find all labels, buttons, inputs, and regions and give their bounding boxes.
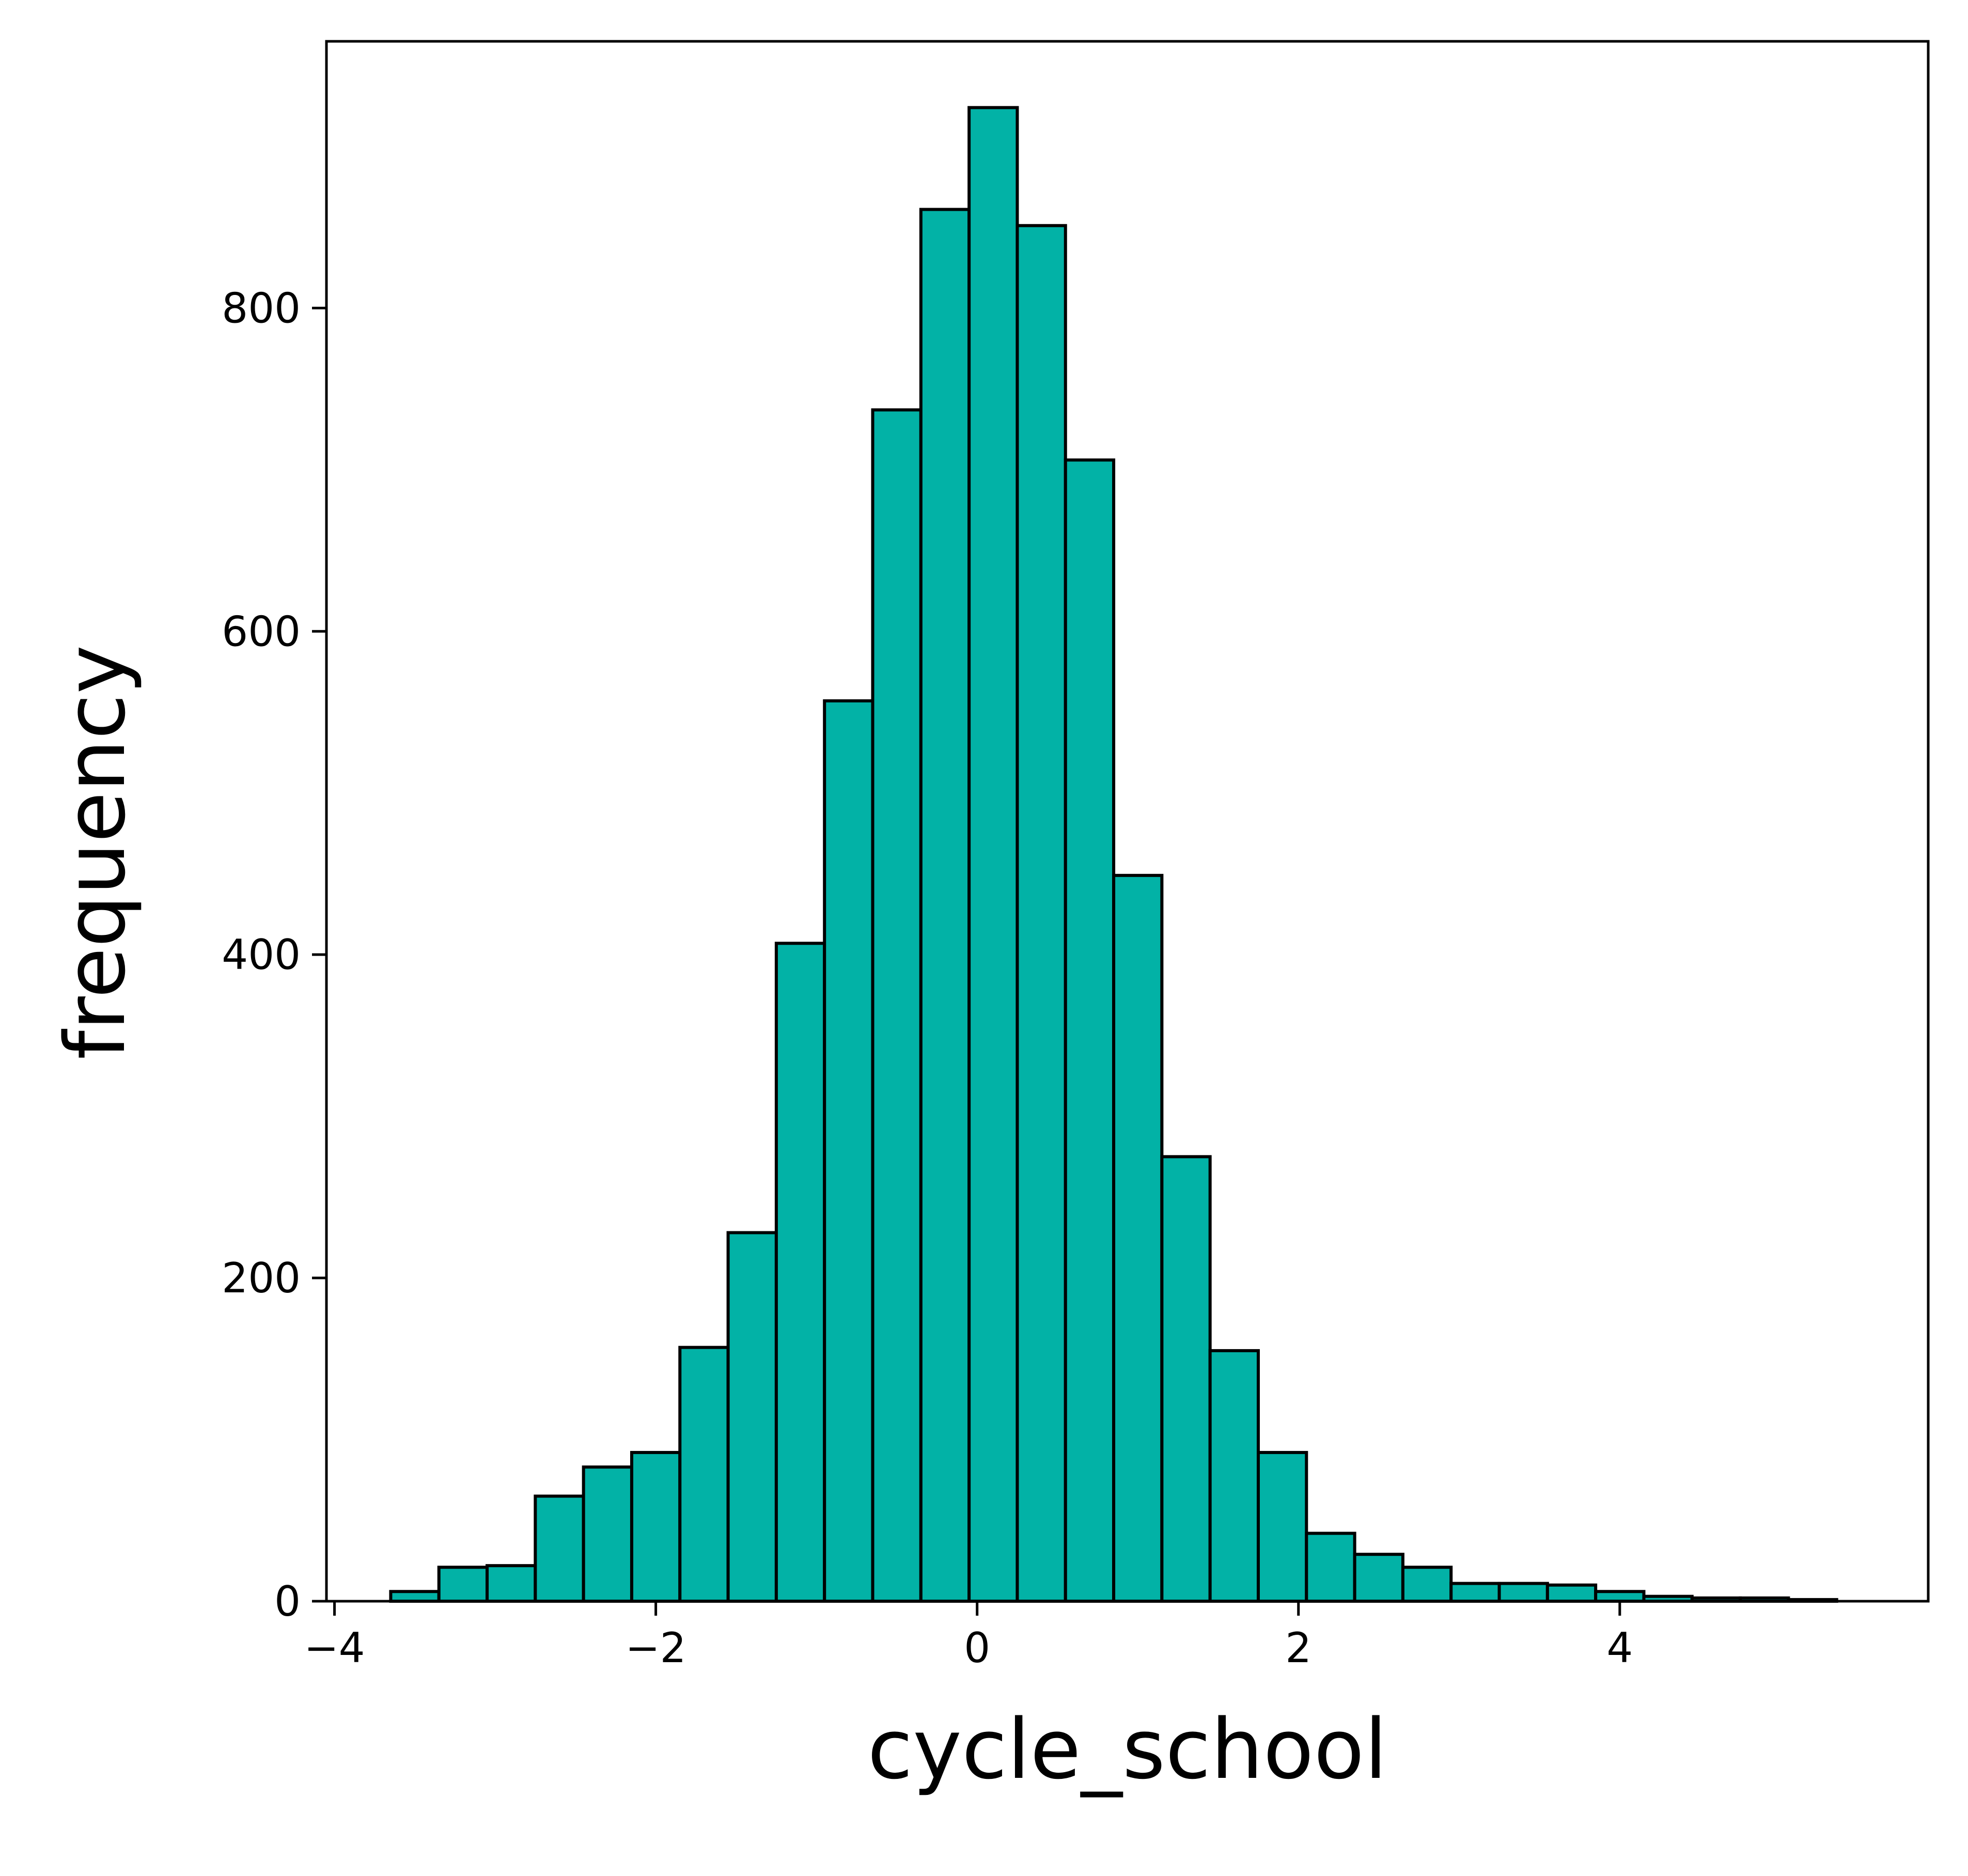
histogram-bar bbox=[486, 1564, 537, 1603]
y-axis-ticks: 0 200 400 600 800 bbox=[222, 284, 326, 1625]
y-tick-label: 600 bbox=[222, 607, 301, 655]
x-axis-ticks: −4 −2 0 2 4 bbox=[304, 1601, 1633, 1672]
histogram-bar bbox=[582, 1465, 633, 1603]
histogram-bar bbox=[823, 699, 874, 1603]
histogram-bar bbox=[1256, 1451, 1308, 1603]
histogram-bar bbox=[774, 942, 826, 1603]
histogram-bar bbox=[630, 1451, 682, 1603]
histogram-bar bbox=[1353, 1553, 1404, 1603]
x-tick-label: −2 bbox=[626, 1624, 686, 1672]
histogram-bar bbox=[726, 1231, 778, 1603]
histogram-bar bbox=[1594, 1590, 1646, 1603]
histogram-bar bbox=[1160, 1155, 1212, 1603]
histogram-bar bbox=[967, 106, 1019, 1603]
histogram-bar bbox=[1545, 1583, 1598, 1603]
histogram-bar bbox=[1497, 1582, 1549, 1603]
histogram-bar bbox=[1112, 873, 1164, 1603]
histogram-bar bbox=[1305, 1531, 1356, 1603]
histogram-bar bbox=[534, 1494, 585, 1603]
histogram-bar bbox=[871, 408, 923, 1603]
histogram-bar bbox=[678, 1346, 730, 1603]
x-tick-label: 4 bbox=[1606, 1624, 1633, 1672]
x-axis-label: cycle_school bbox=[867, 1701, 1387, 1797]
histogram-bar bbox=[1449, 1582, 1501, 1603]
histogram-bar bbox=[1016, 224, 1067, 1603]
histogram-bar bbox=[389, 1590, 441, 1603]
y-tick-label: 400 bbox=[222, 931, 301, 979]
y-axis-label: frequency bbox=[47, 645, 144, 1060]
plot-frame bbox=[325, 40, 1930, 1603]
x-tick-label: −4 bbox=[304, 1624, 365, 1672]
histogram-bar bbox=[1064, 458, 1116, 1603]
x-tick-label: 0 bbox=[964, 1624, 990, 1672]
histogram-bar bbox=[437, 1566, 489, 1603]
y-tick-label: 0 bbox=[274, 1577, 301, 1625]
y-tick-label: 200 bbox=[222, 1254, 301, 1302]
histogram-bars bbox=[389, 106, 1838, 1603]
histogram-bar bbox=[1208, 1349, 1260, 1603]
y-tick-label: 800 bbox=[222, 284, 301, 332]
x-tick-label: 2 bbox=[1285, 1624, 1311, 1672]
histogram-bar bbox=[919, 208, 971, 1603]
histogram-bar bbox=[1401, 1566, 1453, 1603]
